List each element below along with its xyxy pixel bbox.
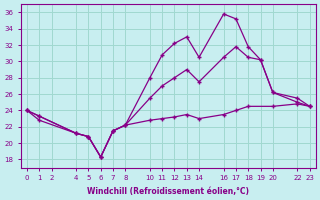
X-axis label: Windchill (Refroidissement éolien,°C): Windchill (Refroidissement éolien,°C)	[87, 187, 249, 196]
